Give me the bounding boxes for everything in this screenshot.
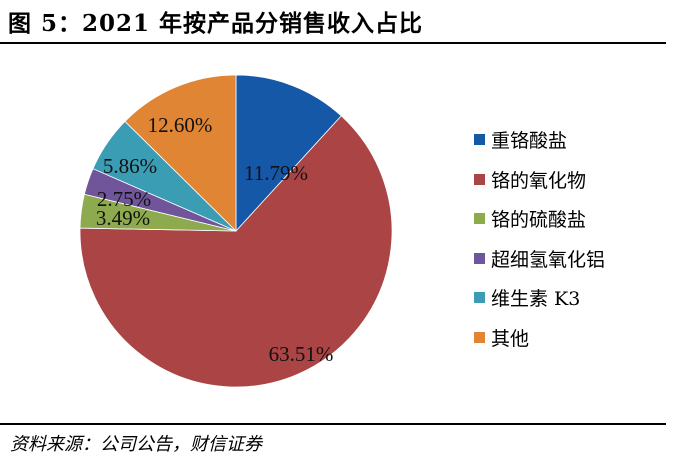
pie-plot: 11.79% 63.51% 3.49%2.75% 5.86% 12.60%: [79, 74, 393, 388]
slice-data-label: 2.75%: [97, 187, 151, 211]
title-divider: [0, 42, 666, 44]
legend-label: 重铬酸盐: [491, 130, 568, 153]
legend-label: 其他: [491, 327, 530, 350]
legend-label: 超细氢氧化铝: [491, 248, 606, 271]
legend-swatch-icon: [474, 292, 485, 304]
legend-item: 其他: [474, 318, 605, 358]
slice-data-label: 5.86%: [103, 154, 157, 178]
legend-label: 铬的硫酸盐: [491, 209, 587, 232]
legend-item: 超细氢氧化铝: [474, 239, 605, 279]
pie-chart: 11.79% 63.51% 3.49% 2.75% 5.86% 12.60% 重铬酸盐铬的…: [0, 44, 673, 422]
footer-divider: [0, 423, 666, 425]
legend-item: 铬的硫酸盐: [474, 199, 605, 239]
legend-swatch-icon: [474, 252, 485, 264]
legend-label: 维生素 K3: [491, 288, 581, 311]
slice-data-label: 11.79%: [244, 161, 308, 185]
legend-swatch-icon: [474, 213, 485, 225]
legend-item: 铬的氧化物: [474, 160, 605, 200]
slice-data-label: 63.51%: [269, 342, 334, 366]
legend-swatch-icon: [474, 173, 485, 185]
source-note: 资料来源：公司公告，财信证券: [10, 434, 262, 455]
legend-swatch-icon: [474, 331, 485, 343]
pie-slice: [79, 115, 393, 388]
slice-data-label: 12.60%: [148, 113, 213, 137]
legend-item: 重铬酸盐: [474, 120, 605, 160]
legend-label: 铬的氧化物: [491, 169, 587, 192]
legend-swatch-icon: [474, 134, 485, 146]
chart-legend: 重铬酸盐铬的氧化物铬的硫酸盐超细氢氧化铝 维生素 K3 其他: [474, 120, 605, 357]
legend-item: 维生素 K3: [474, 278, 605, 318]
pie-slice: [235, 74, 342, 233]
pie-slice: [124, 74, 237, 232]
chart-title: 图 5：2021 年按产品分销售收入占比: [8, 10, 424, 37]
slice-data-label: 3.49%: [96, 206, 150, 230]
